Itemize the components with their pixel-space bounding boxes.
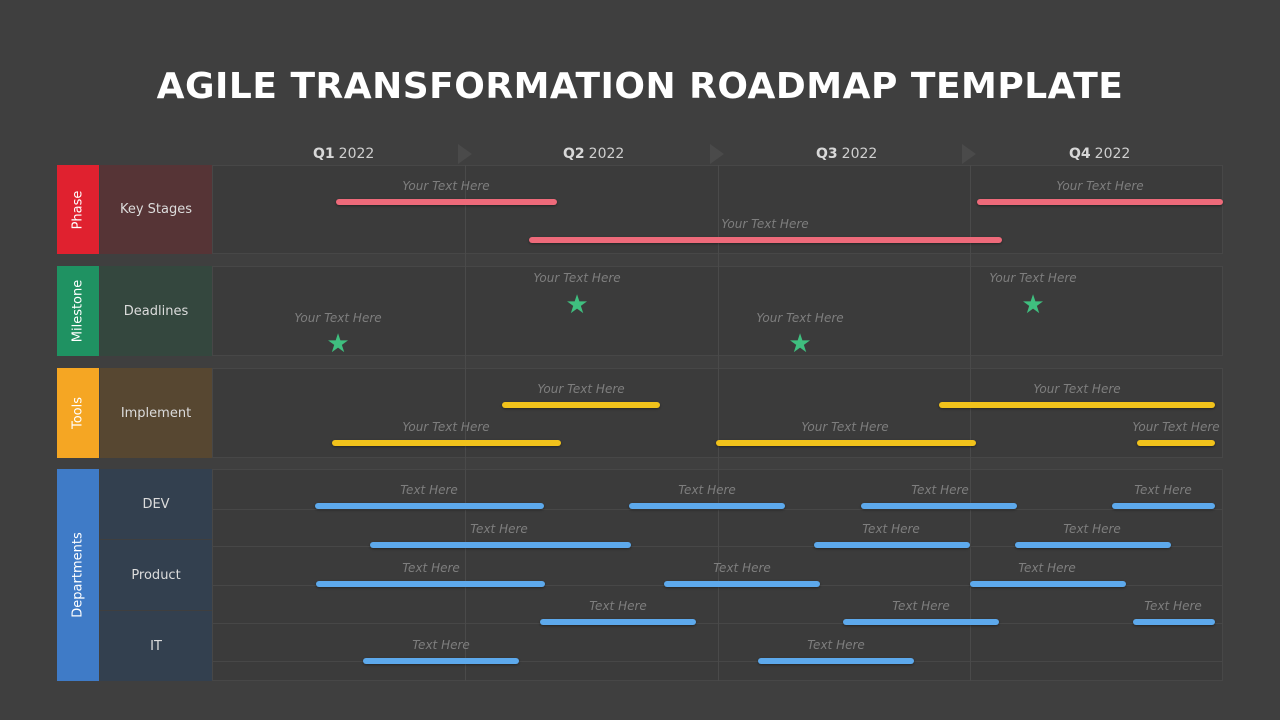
star-icon: ★ xyxy=(326,328,350,358)
product-bar xyxy=(1133,619,1215,625)
chevron-right-icon xyxy=(458,144,472,164)
dev-bar xyxy=(1015,542,1171,548)
gridline xyxy=(212,546,1223,547)
subcategory-dev: DEV xyxy=(100,469,212,539)
subcategory-implement: Implement xyxy=(100,368,212,458)
it-bar xyxy=(363,658,519,664)
product-bar xyxy=(970,581,1126,587)
quarter-header-q2: Q2 2022 xyxy=(563,146,625,162)
milestone-label: Your Text Here xyxy=(533,271,621,285)
chevron-right-icon xyxy=(962,144,976,164)
product-bar xyxy=(316,581,545,587)
row-milestone xyxy=(212,266,1223,356)
bar-label: Your Text Here xyxy=(1132,420,1220,434)
dev-bar xyxy=(315,503,544,509)
bar-label: Text Here xyxy=(412,638,470,652)
bar-label: Text Here xyxy=(1144,599,1202,613)
dev-bar xyxy=(629,503,785,509)
product-bar xyxy=(843,619,999,625)
milestone-label: Your Text Here xyxy=(989,271,1077,285)
bar-label: Text Here xyxy=(1018,561,1076,575)
bar-label: Text Here xyxy=(1063,522,1121,536)
category-departments: Departments xyxy=(57,469,99,681)
quarter-header-q4: Q4 2022 xyxy=(1069,146,1131,162)
subcategory-key-stages: Key Stages xyxy=(100,165,212,254)
subcategory-it: IT xyxy=(100,611,212,681)
tools-bar xyxy=(332,440,561,446)
dev-bar xyxy=(814,542,970,548)
star-icon: ★ xyxy=(565,289,589,319)
bar-label: Text Here xyxy=(678,483,736,497)
tools-bar xyxy=(716,440,976,446)
star-icon: ★ xyxy=(788,328,812,358)
quarter-header-q3: Q3 2022 xyxy=(816,146,878,162)
bar-label: Text Here xyxy=(807,638,865,652)
quarter-header-q1: Q1 2022 xyxy=(313,146,375,162)
product-bar xyxy=(540,619,696,625)
quarter-divider xyxy=(970,165,971,681)
bar-label: Text Here xyxy=(470,522,528,536)
bar-label: Your Text Here xyxy=(721,217,809,231)
category-phase: Phase xyxy=(57,165,99,254)
tools-bar xyxy=(1137,440,1215,446)
bar-label: Your Text Here xyxy=(1056,179,1144,193)
milestone-label: Your Text Here xyxy=(756,311,844,325)
category-tools: Tools xyxy=(57,368,99,458)
phase-bar xyxy=(529,237,1002,243)
subcategory-deadlines: Deadlines xyxy=(100,266,212,356)
bar-label: Your Text Here xyxy=(801,420,889,434)
bar-label: Text Here xyxy=(911,483,969,497)
gridline xyxy=(212,623,1223,624)
bar-label: Text Here xyxy=(892,599,950,613)
phase-bar xyxy=(977,199,1223,205)
chevron-right-icon xyxy=(710,144,724,164)
it-bar xyxy=(758,658,914,664)
bar-label: Your Text Here xyxy=(402,420,490,434)
dev-bar xyxy=(370,542,631,548)
dev-bar xyxy=(1112,503,1215,509)
quarter-divider xyxy=(465,165,466,681)
page-title: AGILE TRANSFORMATION ROADMAP TEMPLATE xyxy=(156,66,1124,107)
quarter-divider xyxy=(718,165,719,681)
tools-bar xyxy=(502,402,660,408)
gridline xyxy=(212,661,1223,662)
subcategory-product: Product xyxy=(100,540,212,610)
bar-label: Your Text Here xyxy=(1033,382,1121,396)
bar-label: Text Here xyxy=(713,561,771,575)
bar-label: Text Here xyxy=(400,483,458,497)
bar-label: Text Here xyxy=(589,599,647,613)
dev-bar xyxy=(861,503,1017,509)
gridline xyxy=(212,509,1223,510)
tools-bar xyxy=(939,402,1215,408)
milestone-label: Your Text Here xyxy=(294,311,382,325)
category-milestone: Milestone xyxy=(57,266,99,356)
bar-label: Text Here xyxy=(1134,483,1192,497)
star-icon: ★ xyxy=(1021,289,1045,319)
bar-label: Your Text Here xyxy=(537,382,625,396)
phase-bar xyxy=(336,199,557,205)
bar-label: Text Here xyxy=(402,561,460,575)
product-bar xyxy=(664,581,820,587)
bar-label: Your Text Here xyxy=(402,179,490,193)
bar-label: Text Here xyxy=(862,522,920,536)
